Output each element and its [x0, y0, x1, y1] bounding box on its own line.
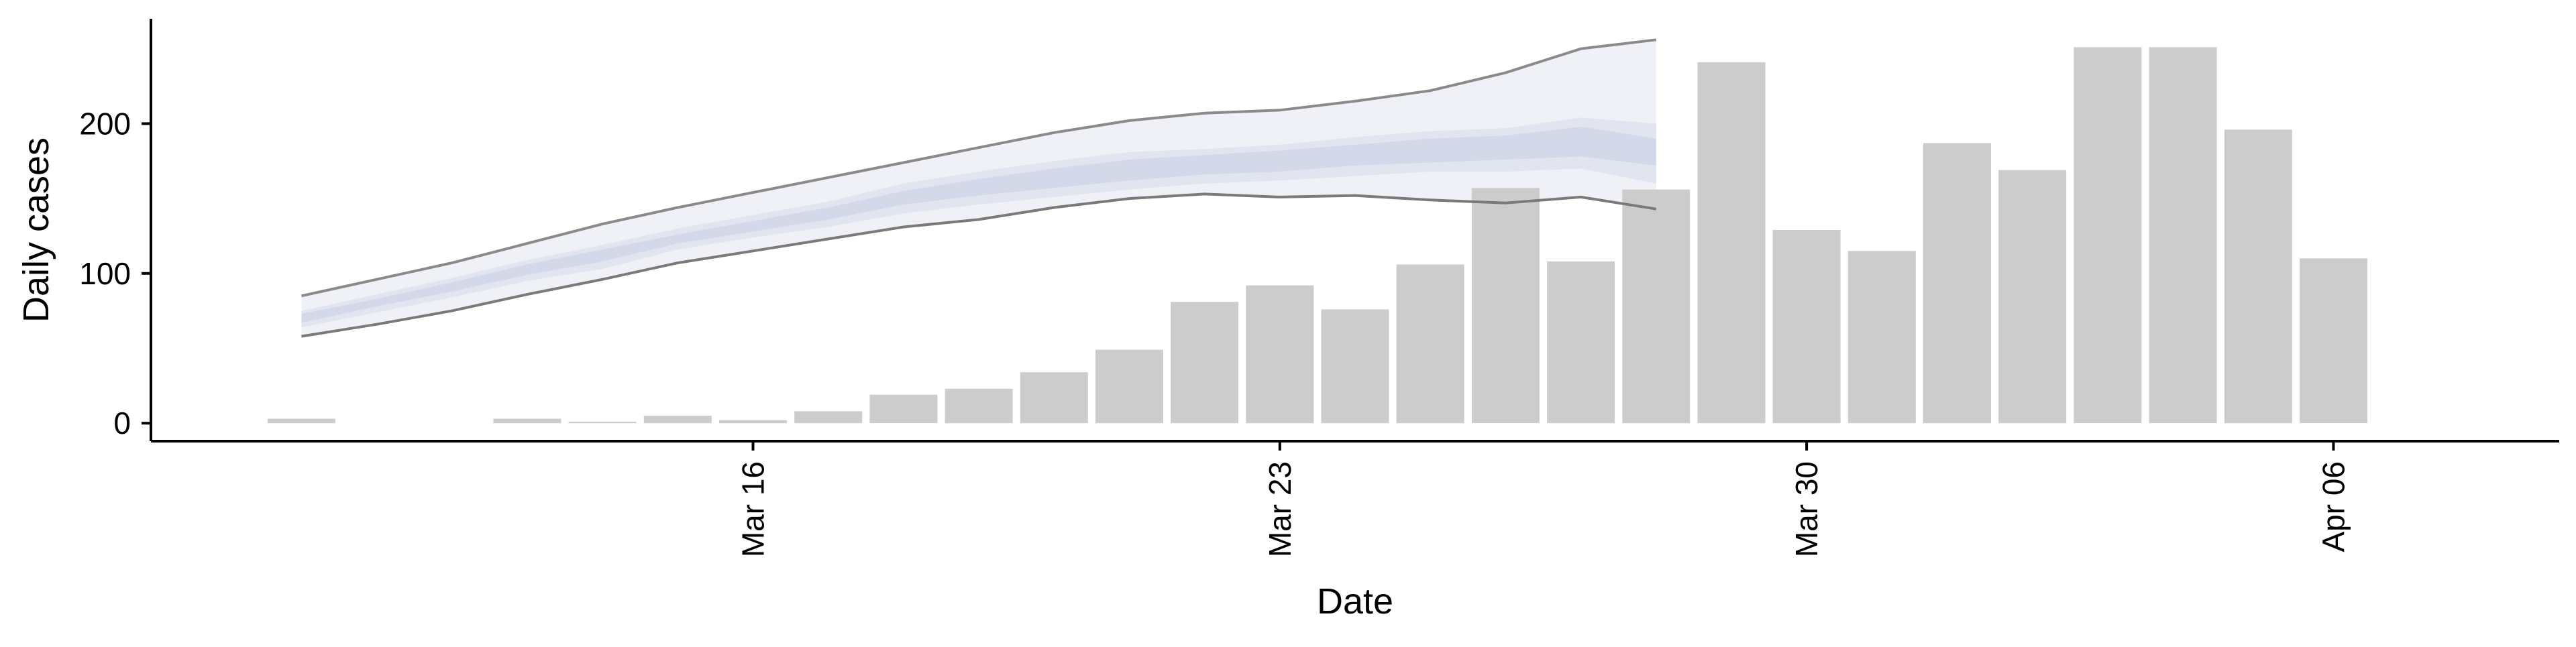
y-tick-layer: 0 100 200 — [79, 106, 151, 440]
x-tick-label: Mar 23 — [1263, 461, 1297, 557]
bar — [1923, 143, 1991, 424]
bar — [493, 418, 561, 424]
estimate-upper-line — [301, 38, 1657, 298]
bar — [1321, 309, 1389, 424]
bar — [1020, 372, 1088, 424]
bar — [1847, 251, 1916, 424]
y-axis-title: Daily cases — [16, 137, 56, 322]
x-tick-label: Mar 30 — [1789, 461, 1824, 557]
estimate-core-band — [301, 126, 1656, 323]
bar — [2300, 258, 2367, 424]
bar — [1471, 188, 1540, 424]
estimate-lower-line — [301, 192, 1657, 338]
bar — [2149, 47, 2217, 424]
bar — [794, 411, 863, 424]
y-tick-label: 0 — [113, 406, 131, 440]
bar — [719, 420, 787, 424]
bar — [1547, 261, 1615, 424]
x-tick-label: Apr 06 — [2316, 461, 2351, 552]
bar — [2224, 129, 2292, 424]
bar — [643, 416, 712, 424]
x-axis-title: Date — [1317, 581, 1393, 622]
axes-layer — [150, 19, 2559, 443]
bar — [2074, 47, 2142, 424]
bar — [869, 394, 938, 424]
estimate-line-layer — [301, 38, 1657, 338]
y-tick-label: 200 — [79, 106, 131, 141]
bar-layer — [267, 47, 2367, 424]
estimate-inner-band — [301, 117, 1656, 328]
bar — [1095, 349, 1163, 424]
bar — [945, 388, 1013, 424]
x-tick-layer: Mar 16 Mar 23 Mar 30 Apr 06 — [736, 441, 2351, 557]
estimate-band-layer — [301, 40, 1656, 337]
bar — [1622, 189, 1690, 424]
bar — [1246, 285, 1314, 424]
bar — [1697, 62, 1766, 424]
bar — [1171, 302, 1239, 424]
bar — [1772, 230, 1841, 424]
bar — [267, 418, 335, 424]
bar — [568, 422, 637, 424]
bar — [1396, 264, 1464, 424]
x-tick-label: Mar 16 — [736, 461, 771, 557]
y-tick-label: 100 — [79, 256, 131, 291]
bar — [1998, 170, 2067, 424]
